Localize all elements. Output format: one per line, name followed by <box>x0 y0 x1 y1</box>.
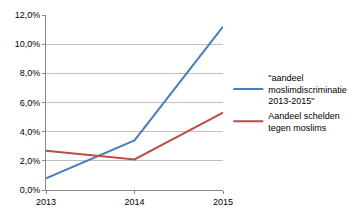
svg-text:4,0%: 4,0% <box>20 127 41 137</box>
svg-text:Aandeel scheldentegen moslims: Aandeel scheldentegen moslims <box>268 111 340 133</box>
svg-text:12,0%: 12,0% <box>15 10 41 20</box>
svg-text:0,0%: 0,0% <box>20 185 41 195</box>
svg-text:2013: 2013 <box>36 197 56 207</box>
svg-text:6,0%: 6,0% <box>20 98 41 108</box>
svg-text:2,0%: 2,0% <box>20 156 41 166</box>
svg-text:10,0%: 10,0% <box>15 39 41 49</box>
svg-text:"aandeelmoslimdiscriminatie201: "aandeelmoslimdiscriminatie2013-2015" <box>268 73 347 106</box>
svg-text:2015: 2015 <box>213 197 233 207</box>
svg-text:2014: 2014 <box>124 197 144 207</box>
svg-text:8,0%: 8,0% <box>20 68 41 78</box>
